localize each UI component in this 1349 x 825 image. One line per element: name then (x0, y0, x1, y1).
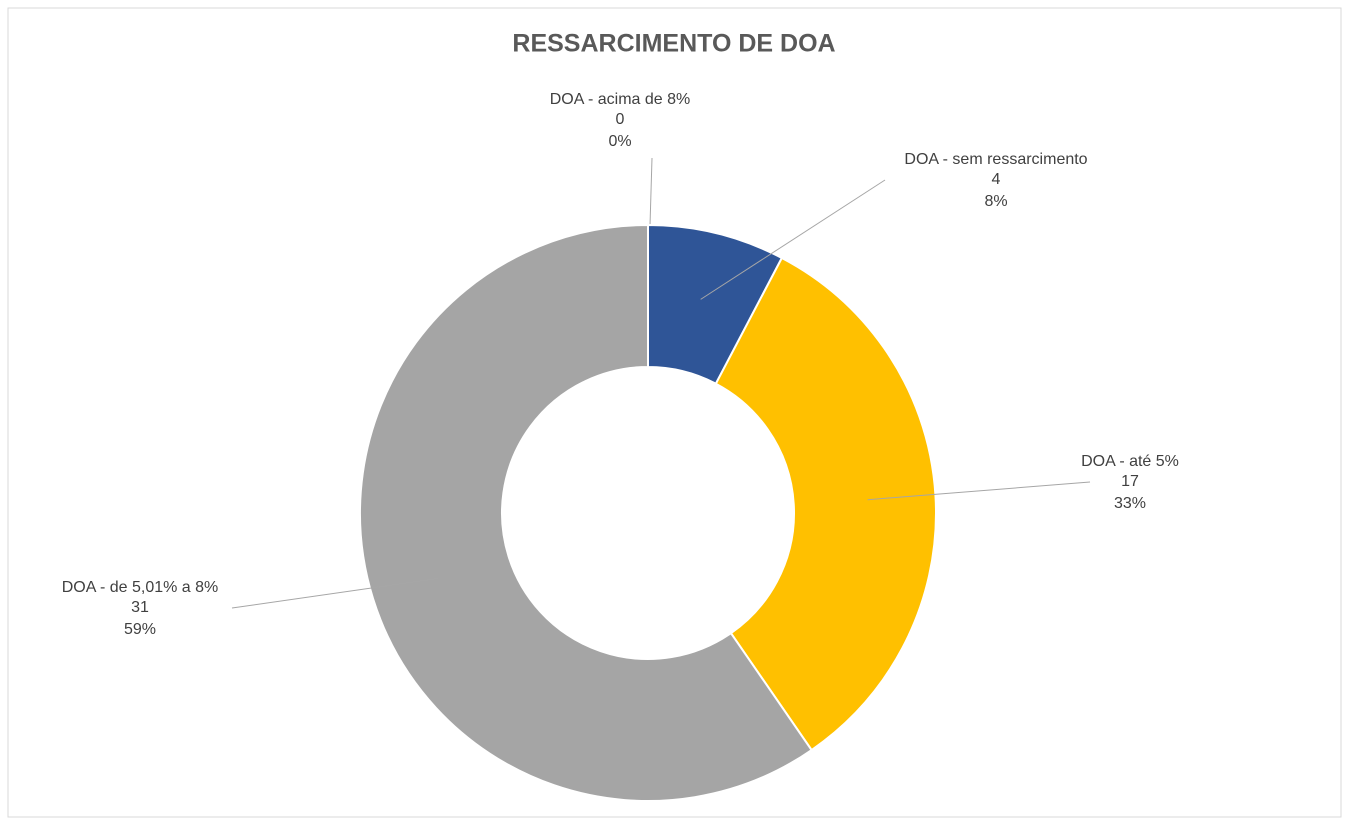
data-label-name: DOA - de 5,01% a 8% (62, 579, 219, 596)
data-label-value: 31 (131, 599, 149, 616)
donut-slice (359, 223, 813, 802)
data-label-name: DOA - até 5% (1081, 453, 1179, 470)
data-label-percent: 0% (608, 133, 631, 150)
data-label-value: 17 (1121, 473, 1139, 490)
donut-slice (714, 256, 937, 752)
data-label-name: DOA - sem ressarcimento (904, 151, 1087, 168)
leader-line (231, 577, 439, 609)
data-label-value: 4 (992, 171, 1001, 188)
leader-line (867, 481, 1091, 501)
data-label-percent: 59% (124, 621, 156, 638)
data-label-percent: 33% (1114, 495, 1146, 512)
data-label-name: DOA - acima de 8% (550, 91, 691, 108)
data-label-value: 0 (616, 111, 625, 128)
chart-title: RESSARCIMENTO DE DOA (512, 30, 835, 58)
data-label-percent: 8% (984, 193, 1007, 210)
leader-line (700, 179, 886, 300)
